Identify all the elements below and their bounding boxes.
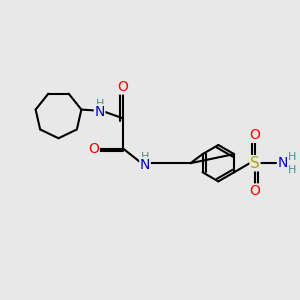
- Text: H: H: [288, 152, 296, 162]
- Text: O: O: [250, 128, 260, 142]
- Text: O: O: [88, 142, 99, 155]
- Text: O: O: [250, 184, 260, 198]
- Text: H: H: [141, 152, 149, 162]
- Text: N: N: [140, 158, 150, 172]
- Text: O: O: [118, 80, 128, 94]
- Text: H: H: [95, 99, 104, 109]
- Text: N: N: [94, 105, 105, 119]
- Text: S: S: [250, 156, 260, 171]
- Text: N: N: [278, 156, 288, 170]
- Text: H: H: [288, 165, 296, 175]
